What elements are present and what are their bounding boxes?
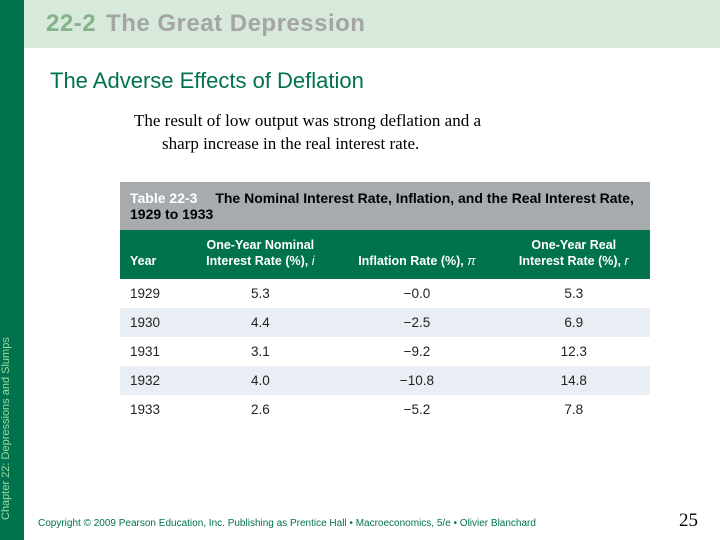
cell-inflation: −2.5 (336, 308, 497, 337)
cell-inflation: −0.0 (336, 279, 497, 308)
data-table: Table 22-3 The Nominal Interest Rate, In… (120, 182, 650, 424)
section-header-band: 22-2 The Great Depression (24, 0, 720, 48)
col-text: One-Year Nominal (206, 238, 314, 252)
data-table-wrap: Table 22-3 The Nominal Interest Rate, In… (120, 182, 650, 424)
cell-year: 1931 (120, 337, 184, 366)
body-line: sharp increase in the real interest rate… (134, 133, 650, 156)
table-column-headers: Year One-Year Nominal Interest Rate (%),… (120, 230, 650, 279)
cell-real: 12.3 (498, 337, 650, 366)
cell-inflation: −10.8 (336, 366, 497, 395)
chapter-sidebar: Chapter 22: Depressions and Slumps (0, 0, 24, 540)
cell-real: 5.3 (498, 279, 650, 308)
table-row: 1929 5.3 −0.0 5.3 (120, 279, 650, 308)
cell-nominal: 2.6 (184, 395, 336, 424)
cell-year: 1933 (120, 395, 184, 424)
col-text: Interest Rate (%), (519, 254, 625, 268)
col-text: Inflation Rate (%), (358, 254, 467, 268)
slide-content: 22-2 The Great Depression The Adverse Ef… (24, 0, 720, 540)
table-row: 1933 2.6 −5.2 7.8 (120, 395, 650, 424)
cell-year: 1930 (120, 308, 184, 337)
cell-real: 7.8 (498, 395, 650, 424)
col-year: Year (120, 230, 184, 279)
body-paragraph: The result of low output was strong defl… (24, 94, 720, 156)
col-symbol: i (312, 254, 315, 268)
copyright-text: Copyright © 2009 Pearson Education, Inc.… (38, 518, 679, 529)
slide-footer: Copyright © 2009 Pearson Education, Inc.… (24, 510, 716, 532)
cell-nominal: 5.3 (184, 279, 336, 308)
cell-inflation: −9.2 (336, 337, 497, 366)
table-title-row: Table 22-3 The Nominal Interest Rate, In… (120, 182, 650, 230)
cell-year: 1932 (120, 366, 184, 395)
page-number: 25 (679, 510, 698, 532)
cell-real: 14.8 (498, 366, 650, 395)
col-nominal: One-Year Nominal Interest Rate (%), i (184, 230, 336, 279)
col-text: Interest Rate (%), (206, 254, 312, 268)
col-real: One-Year Real Interest Rate (%), r (498, 230, 650, 279)
cell-nominal: 3.1 (184, 337, 336, 366)
body-line: The result of low output was strong defl… (134, 111, 481, 130)
col-inflation: Inflation Rate (%), π (336, 230, 497, 279)
cell-inflation: −5.2 (336, 395, 497, 424)
chapter-label: Chapter 22: Depressions and Slumps (0, 337, 12, 520)
table-number: Table 22-3 (130, 190, 211, 206)
sub-heading: The Adverse Effects of Deflation (24, 48, 720, 94)
cell-year: 1929 (120, 279, 184, 308)
section-title: The Great Depression (106, 10, 365, 38)
table-row: 1931 3.1 −9.2 12.3 (120, 337, 650, 366)
table-row: 1932 4.0 −10.8 14.8 (120, 366, 650, 395)
col-text: One-Year Real (531, 238, 616, 252)
section-number: 22-2 (46, 10, 96, 38)
cell-real: 6.9 (498, 308, 650, 337)
table-row: 1930 4.4 −2.5 6.9 (120, 308, 650, 337)
cell-nominal: 4.4 (184, 308, 336, 337)
cell-nominal: 4.0 (184, 366, 336, 395)
col-symbol: r (624, 254, 628, 268)
col-symbol: π (467, 254, 475, 268)
